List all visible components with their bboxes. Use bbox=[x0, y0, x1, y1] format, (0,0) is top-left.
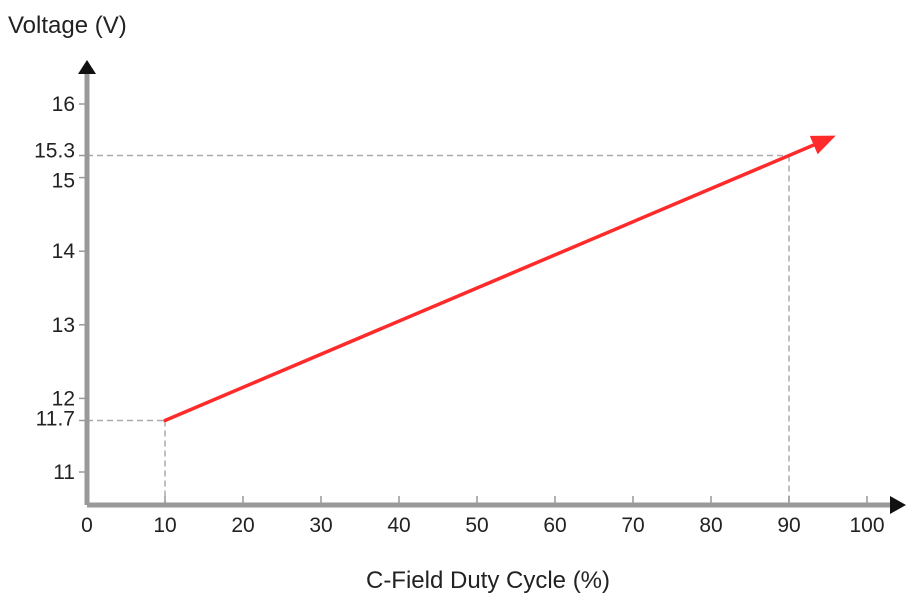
y-tick-label: 12 bbox=[52, 387, 75, 410]
y-tick-label: 15 bbox=[52, 170, 75, 193]
y-tick-label: 15.3 bbox=[34, 140, 75, 163]
series-arrow-head bbox=[809, 135, 836, 155]
axes bbox=[78, 60, 906, 514]
y-tick-label: 11 bbox=[53, 461, 75, 484]
tick-group: 0 10 20 30 40 50 60 70 80 90 100 11 11.712 13 14 15 15.3… bbox=[34, 93, 884, 537]
x-tick-label: 10 bbox=[153, 514, 176, 537]
x-axis-arrow bbox=[890, 496, 906, 514]
x-tick-label: 100 bbox=[849, 514, 884, 537]
x-tick-label: 0 bbox=[81, 514, 93, 537]
y-tick-label: 16 bbox=[52, 93, 75, 116]
x-tick-label: 40 bbox=[387, 514, 410, 537]
x-tick-label: 50 bbox=[465, 514, 488, 537]
x-tick-label: 70 bbox=[621, 514, 644, 537]
y-tick-label: 13 bbox=[52, 314, 75, 337]
series-group bbox=[163, 135, 836, 423]
y-tick-label: 11.7 bbox=[36, 407, 75, 430]
x-tick-label: 80 bbox=[699, 514, 722, 537]
y-axis-arrow bbox=[78, 60, 96, 74]
y-axis-title: Voltage (V) bbox=[8, 12, 127, 39]
series-line bbox=[163, 143, 816, 423]
x-tick-label: 20 bbox=[231, 514, 254, 537]
x-tick-label: 90 bbox=[777, 514, 800, 537]
y-tick-label: 14 bbox=[52, 240, 76, 263]
x-tick-label: 30 bbox=[309, 514, 332, 537]
x-axis-title: C-Field Duty Cycle (%) bbox=[366, 567, 610, 594]
x-tick-label: 60 bbox=[543, 514, 566, 537]
reference-guides bbox=[87, 154, 790, 505]
